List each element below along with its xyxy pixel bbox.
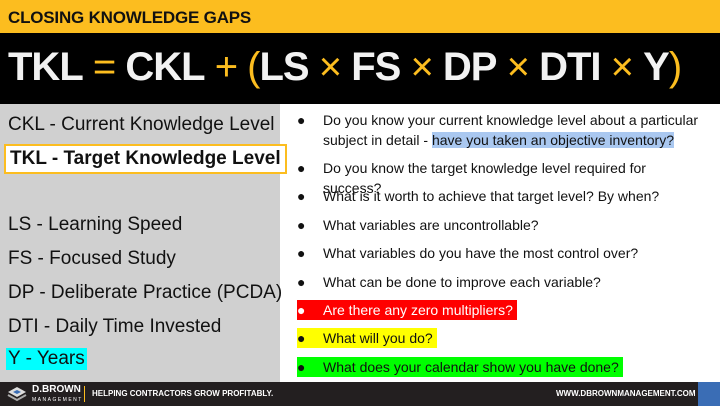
website-link[interactable]: WWW.DBROWNMANAGEMENT.COM — [556, 389, 696, 398]
def-ls: LS - Learning Speed — [8, 214, 183, 235]
accent-block — [698, 382, 720, 406]
equation-term: Y — [643, 45, 670, 89]
header-bar: CLOSING KNOWLEDGE GAPS — [0, 0, 720, 33]
bullet-icon: ● — [297, 302, 306, 318]
bullet-icon: ● — [297, 245, 306, 261]
footer: D.BROWN MANAGEMENT HELPING CONTRACTORS GR… — [0, 382, 720, 406]
question-text: What will you do? — [323, 330, 433, 346]
bullet-icon: ● — [297, 359, 306, 375]
question-text: Do you know your current knowledge level… — [323, 112, 699, 148]
question-6: ● What can be done to improve each variab… — [297, 272, 703, 292]
bullet-icon: ● — [297, 112, 306, 128]
equation-operator: × — [308, 45, 352, 89]
question-7: ● Are there any zero multipliers? — [297, 300, 517, 320]
question-text: What variables do you have the most cont… — [323, 245, 639, 261]
tagline: HELPING CONTRACTORS GROW PROFITABLY. — [92, 389, 274, 398]
bullet-icon: ● — [297, 330, 306, 346]
bullet-icon: ● — [297, 188, 306, 204]
question-4: ● What variables are uncontrollable? — [297, 215, 703, 235]
question-3: ● What is it worth to achieve that target… — [297, 186, 703, 206]
question-5: ● What variables do you have the most con… — [297, 243, 703, 263]
question-8: ● What will you do? — [297, 328, 437, 348]
question-2: ● Do you know the target knowledge level … — [297, 158, 703, 198]
question-text: What does your calendar show you have do… — [323, 359, 619, 375]
equation-operator: × — [496, 45, 540, 89]
equation-term: TKL — [8, 45, 84, 89]
brand-logo: D.BROWN MANAGEMENT — [32, 384, 83, 404]
def-ckl: CKL - Current Knowledge Level — [8, 114, 275, 135]
divider — [84, 386, 85, 402]
equation-term: DTI — [539, 45, 601, 89]
equation-term: LS — [259, 45, 309, 89]
def-tkl: TKL - Target Knowledge Level — [4, 144, 287, 174]
bullet-icon: ● — [297, 217, 306, 233]
def-fs: FS - Focused Study — [8, 248, 176, 269]
bullet-icon: ● — [297, 274, 306, 290]
logo-icon — [7, 387, 27, 402]
question-text: What variables are uncontrollable? — [323, 217, 539, 233]
question-1: ● Do you know your current knowledge leve… — [297, 110, 703, 150]
highlighted-text: have you taken an objective inventory? — [431, 132, 674, 148]
def-dp: DP - Deliberate Practice (PCDA) — [8, 282, 283, 303]
equation-operator: = — [82, 45, 126, 89]
equation-operator: × — [600, 45, 644, 89]
question-9: ● What does your calendar show you have d… — [297, 357, 623, 377]
equation: TKL = CKL + (LS × FS × DP × DTI × Y) — [0, 33, 720, 104]
question-text: What can be done to improve each variabl… — [323, 274, 601, 290]
bullet-icon: ● — [297, 160, 306, 176]
equation-term: CKL — [125, 45, 205, 89]
equation-term: FS — [351, 45, 401, 89]
question-text: Do you know the target knowledge level r… — [323, 160, 646, 196]
equation-operator: ) — [668, 45, 682, 89]
questions-panel: ● Do you know your current knowledge leve… — [280, 104, 720, 382]
equation-term: DP — [442, 45, 498, 89]
equation-operator: × — [400, 45, 443, 89]
page-title: CLOSING KNOWLEDGE GAPS — [8, 8, 252, 27]
question-text: What is it worth to achieve that target … — [323, 188, 660, 204]
equation-operator: + ( — [204, 45, 261, 89]
def-y: Y - Years — [6, 348, 87, 370]
def-dti: DTI - Daily Time Invested — [8, 316, 222, 337]
question-text: Are there any zero multipliers? — [323, 302, 513, 318]
definitions-panel: CKL - Current Knowledge Level TKL - Targ… — [0, 104, 287, 382]
